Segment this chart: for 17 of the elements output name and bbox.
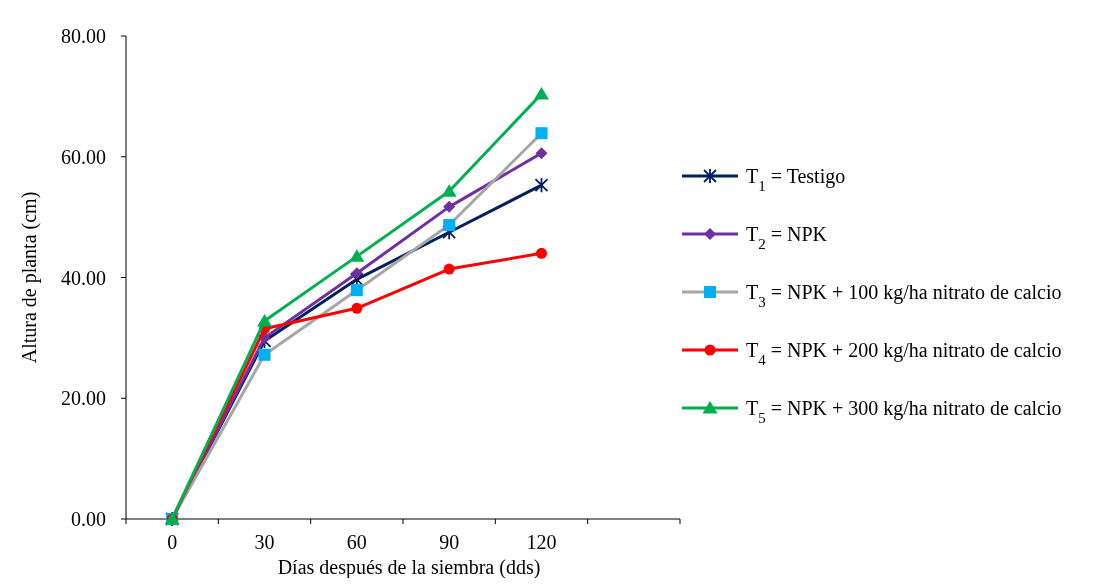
x-axis-title: Días después de la siembra (dds): [277, 556, 541, 579]
y-tick-label: 60.00: [61, 145, 106, 168]
y-tick-label: 80.00: [61, 25, 106, 47]
x-tick-label: 90: [439, 531, 460, 553]
x-tick-label: 0: [167, 531, 178, 553]
y-axis-title: Altura de planta (cm): [18, 191, 41, 364]
legend-label: T$_{3}$ = NPK + 100 kg/ha nitrato de calcio: [746, 281, 1062, 310]
legend-label: T$_{4}$ = NPK + 200 kg/ha nitrato de calcio: [746, 339, 1062, 368]
x-tick-label: 120: [526, 531, 557, 553]
legend-label: T$_{2}$ = NPK: [746, 223, 828, 252]
legend-label: T$_{5}$ = NPK + 300 kg/ha nitrato de calcio: [746, 397, 1062, 426]
y-tick-label: 40.00: [61, 266, 106, 289]
x-tick-label: 30: [254, 531, 275, 553]
y-tick-label: 20.00: [61, 387, 106, 410]
x-tick-label: 60: [346, 531, 367, 553]
legend-label: T$_{1}$ = Testigo: [746, 165, 846, 194]
y-tick-label: 0.00: [71, 508, 106, 530]
